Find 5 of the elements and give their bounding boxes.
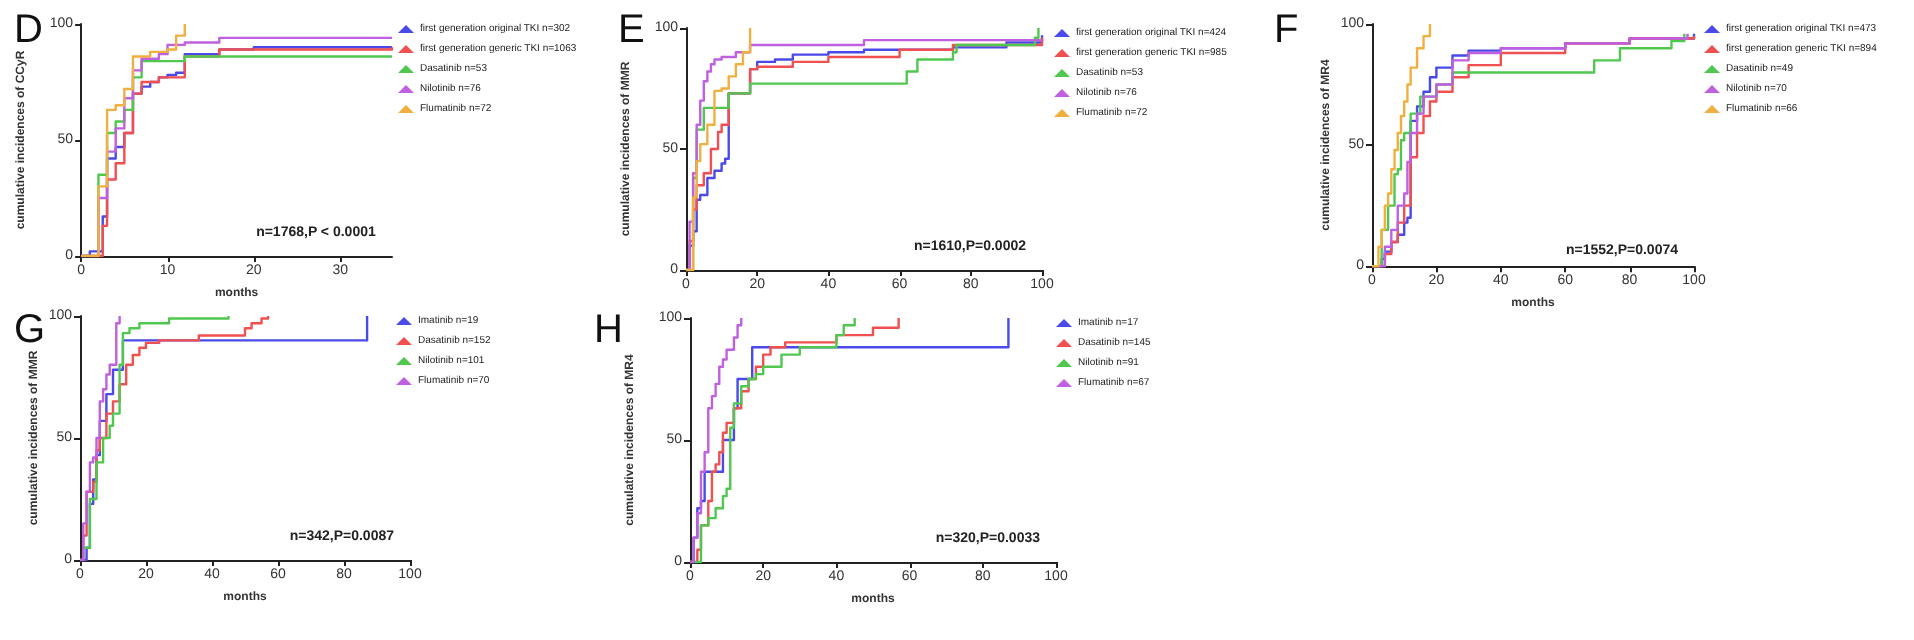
chart-title: F: [1274, 8, 1299, 52]
chart-title: D: [14, 8, 43, 52]
chart-title: H: [594, 308, 623, 352]
chart-title: E: [618, 8, 645, 52]
chart-title: G: [14, 308, 46, 352]
